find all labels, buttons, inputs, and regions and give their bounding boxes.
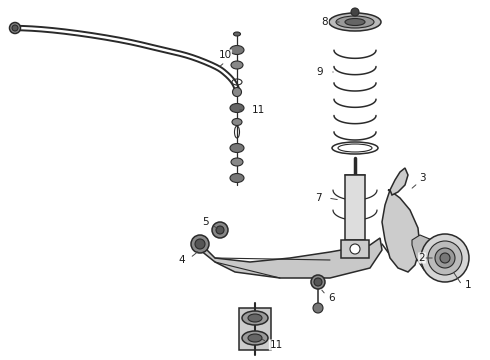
Text: 11: 11	[251, 105, 265, 115]
Ellipse shape	[232, 118, 242, 126]
Ellipse shape	[242, 311, 268, 325]
Polygon shape	[412, 235, 448, 275]
Circle shape	[9, 23, 21, 33]
Ellipse shape	[232, 87, 242, 96]
Bar	[345, 175, 365, 240]
Text: 8: 8	[322, 17, 328, 27]
Text: 4: 4	[179, 255, 185, 265]
Ellipse shape	[248, 314, 262, 322]
Ellipse shape	[230, 144, 244, 153]
Ellipse shape	[428, 241, 462, 275]
Circle shape	[311, 275, 325, 289]
Text: 2: 2	[418, 253, 425, 263]
Ellipse shape	[230, 174, 244, 183]
Circle shape	[191, 235, 209, 253]
Ellipse shape	[435, 248, 455, 268]
Ellipse shape	[231, 61, 243, 69]
Ellipse shape	[230, 45, 244, 54]
Ellipse shape	[242, 331, 268, 345]
Polygon shape	[390, 168, 408, 195]
Circle shape	[350, 244, 360, 254]
Circle shape	[12, 25, 18, 31]
Text: 11: 11	[270, 340, 283, 350]
Text: 5: 5	[202, 217, 208, 227]
Ellipse shape	[230, 104, 244, 113]
Ellipse shape	[329, 13, 381, 31]
Ellipse shape	[421, 234, 469, 282]
Polygon shape	[382, 190, 420, 272]
Polygon shape	[200, 238, 382, 278]
Circle shape	[313, 303, 323, 313]
Ellipse shape	[234, 32, 241, 36]
Circle shape	[212, 222, 228, 238]
Ellipse shape	[336, 16, 374, 28]
Circle shape	[195, 239, 205, 249]
Circle shape	[351, 8, 359, 16]
Circle shape	[216, 226, 224, 234]
Text: 1: 1	[465, 280, 471, 290]
Text: 10: 10	[219, 50, 232, 60]
Text: 9: 9	[317, 67, 323, 77]
Text: 3: 3	[418, 173, 425, 183]
Ellipse shape	[440, 253, 450, 263]
Text: 6: 6	[329, 293, 335, 303]
Ellipse shape	[248, 334, 262, 342]
Circle shape	[314, 278, 322, 286]
Bar	[341, 240, 369, 258]
Ellipse shape	[345, 18, 365, 26]
Text: 7: 7	[315, 193, 321, 203]
Ellipse shape	[231, 158, 243, 166]
Bar	[239, 308, 271, 350]
